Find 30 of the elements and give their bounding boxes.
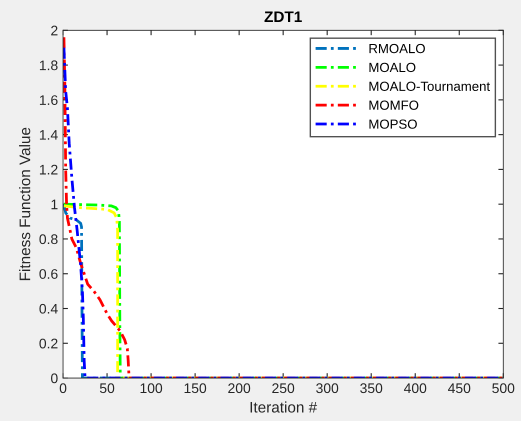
legend-label: MOALO — [369, 62, 416, 72]
x-tick-label: 500 — [492, 383, 514, 394]
x-tick-label: 400 — [404, 383, 426, 394]
y-axis-title: Fitness Function Value — [19, 128, 30, 280]
legend-label: RMOALO — [369, 44, 425, 54]
x-tick-label: 50 — [100, 383, 114, 394]
x-tick-label: 200 — [228, 383, 250, 394]
chart-title: ZDT1 — [264, 11, 302, 22]
x-axis-title: Iteration # — [250, 401, 318, 413]
legend-label: MOMFO — [369, 100, 418, 110]
x-tick-label: 0 — [60, 383, 66, 394]
y-tick-label: 0.4 — [39, 304, 58, 314]
x-tick-label: 250 — [272, 383, 294, 394]
y-tick-label: 0.6 — [39, 269, 58, 279]
y-tick-label: 0 — [51, 373, 58, 384]
x-tick-label: 150 — [184, 383, 206, 394]
legend-label: MOALO-Tournament — [369, 82, 490, 91]
y-tick-label: 1.4 — [40, 130, 58, 140]
y-tick-label: 1.6 — [40, 95, 58, 106]
y-tick-label: 1.8 — [40, 60, 58, 70]
y-tick-label: 1.2 — [40, 164, 58, 174]
y-tick-label: 0.2 — [39, 338, 58, 348]
x-tick-label: 450 — [448, 383, 470, 394]
legend-label: MOPSO — [369, 119, 417, 129]
y-tick-label: 1 — [52, 200, 58, 210]
y-tick-label: 0.8 — [39, 234, 58, 244]
y-tick-label: 2 — [51, 26, 58, 36]
x-tick-label: 350 — [360, 383, 382, 394]
x-tick-label: 300 — [316, 383, 338, 394]
x-tick-label: 100 — [140, 383, 162, 394]
